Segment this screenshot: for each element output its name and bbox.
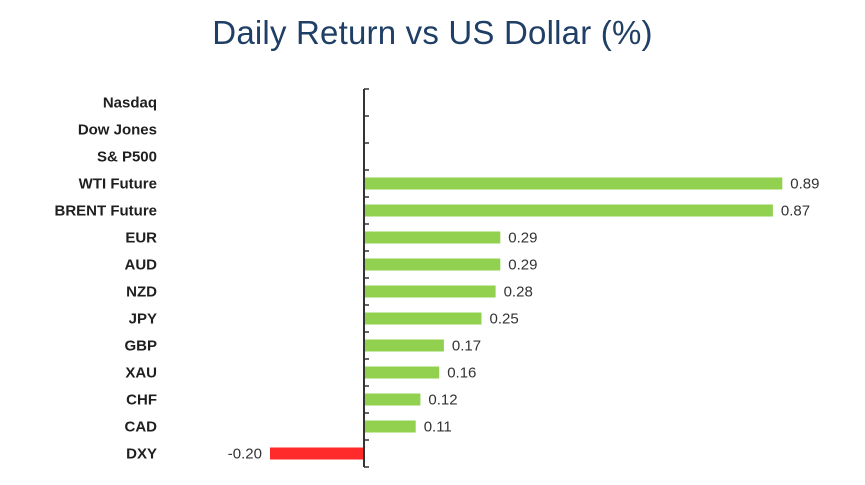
data-label: 0.17: [452, 338, 481, 355]
data-label: 0.11: [424, 419, 452, 436]
data-label: -0.20: [228, 446, 262, 463]
category-label: BRENT Future: [55, 203, 158, 220]
data-label: 0.87: [781, 203, 810, 220]
data-label: 0.89: [790, 176, 819, 193]
data-label: 0.25: [490, 311, 519, 328]
bar: [364, 366, 440, 379]
bars-layer: [270, 177, 783, 460]
category-label: S& P500: [97, 149, 157, 166]
bar: [364, 339, 444, 352]
category-label: CAD: [125, 419, 158, 436]
bar: [364, 204, 773, 217]
category-label: WTI Future: [79, 176, 157, 193]
category-label: Nasdaq: [103, 95, 157, 112]
category-label: DXY: [126, 446, 157, 463]
category-label: AUD: [125, 257, 158, 274]
category-label: XAU: [125, 365, 157, 382]
data-label: 0.29: [508, 257, 537, 274]
data-label: 0.29: [508, 230, 537, 247]
category-axis: [363, 88, 369, 468]
category-label: CHF: [126, 392, 157, 409]
data-label: 0.12: [428, 392, 457, 409]
category-label: Dow Jones: [78, 122, 157, 139]
category-label: GBP: [124, 338, 157, 355]
chart-title: Daily Return vs US Dollar (%): [212, 14, 653, 51]
category-label: EUR: [125, 230, 157, 247]
bar: [364, 312, 482, 325]
category-label: NZD: [126, 284, 157, 301]
category-label: JPY: [129, 311, 157, 328]
labels-layer: Nasdaq Dow Jones S& P500 WTI Future 0.89 BREN…: [55, 95, 820, 463]
bar: [364, 177, 783, 190]
bar: [364, 231, 501, 244]
bar: [270, 447, 364, 460]
data-label: 0.28: [504, 284, 533, 301]
bar: [364, 393, 421, 406]
bar: [364, 258, 501, 271]
data-label: 0.16: [447, 365, 476, 382]
bar: [364, 285, 496, 298]
bar: [364, 420, 416, 433]
